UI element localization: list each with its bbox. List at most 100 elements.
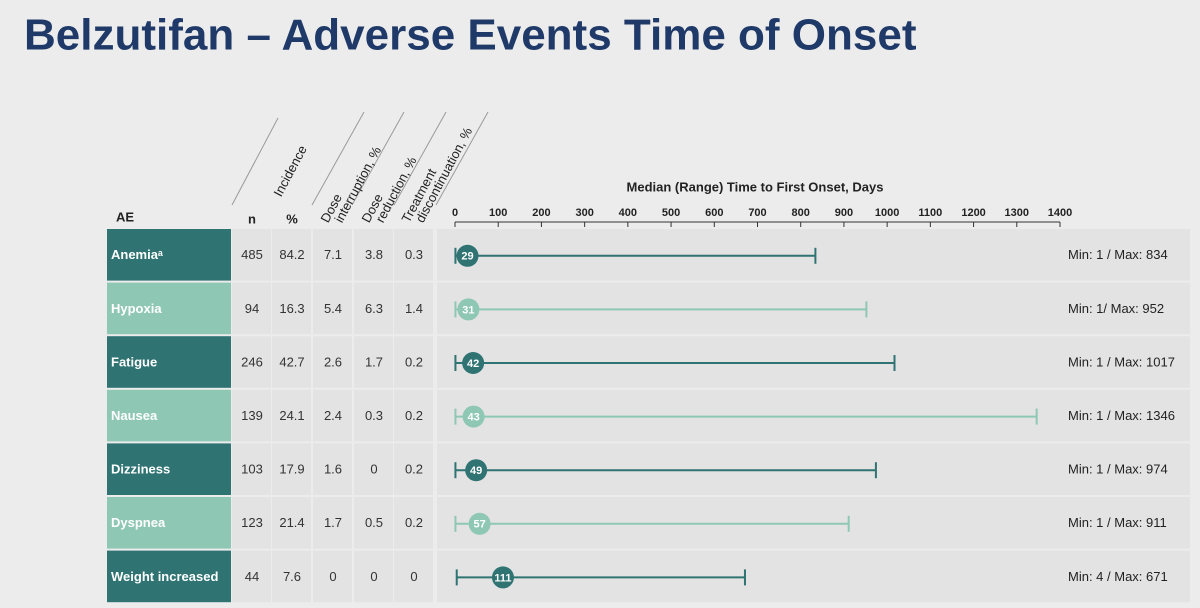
row-label-cell (107, 550, 231, 603)
table-value: 7.6 (283, 569, 301, 584)
table-cell (354, 497, 393, 549)
table-cell (394, 497, 433, 549)
median-label: 57 (474, 519, 486, 531)
table-cell (313, 550, 352, 603)
diagonal (351, 111, 405, 206)
header-diagonals (231, 111, 489, 206)
table-value: 0.3 (365, 408, 383, 423)
range-label: Min: 1 / Max: 1346 (1068, 408, 1175, 423)
table-value: 246 (241, 354, 263, 369)
chart-row (437, 550, 1190, 603)
table-cell (354, 336, 393, 388)
x-tick-label: 600 (705, 207, 723, 219)
x-tick-label: 1400 (1048, 207, 1072, 219)
table-cell (232, 550, 271, 603)
table-value: 0.2 (405, 462, 423, 477)
median-marker (491, 566, 514, 589)
table-cell (354, 550, 393, 603)
table-value: 84.2 (279, 247, 304, 262)
table-cell (394, 443, 433, 495)
row-label: Dizziness (111, 462, 170, 477)
x-tick-label: 1200 (961, 207, 985, 219)
table-value: 1.4 (405, 301, 423, 316)
row-label: Dyspnea (111, 515, 166, 530)
row-label: Hypoxia (111, 301, 162, 316)
x-tick-label: 1000 (875, 207, 899, 219)
table-value: 16.3 (279, 301, 304, 316)
column-header: n (248, 211, 256, 226)
x-tick-label: 800 (792, 207, 810, 219)
x-tick-label: 1300 (1005, 207, 1029, 219)
median-label: 29 (461, 251, 473, 263)
table-cell (232, 497, 271, 549)
median-label: 111 (494, 572, 511, 584)
table-cell (394, 389, 433, 442)
table-cell (272, 497, 311, 549)
table-value: 485 (241, 247, 263, 262)
axis-title: Median (Range) Time to First Onset, Days (627, 179, 884, 194)
table-value: 0.2 (405, 354, 423, 369)
median-marker (462, 405, 485, 428)
table-cell (354, 282, 393, 335)
table-value: 1.7 (365, 354, 383, 369)
chart-row (437, 389, 1190, 442)
table-cell (272, 282, 311, 335)
table-value: 123 (241, 515, 263, 530)
median-marker (457, 298, 480, 321)
range-label: Min: 1 / Max: 834 (1068, 247, 1168, 262)
range-label: Min: 1 / Max: 911 (1068, 515, 1167, 530)
median-marker (462, 352, 485, 374)
table-cell (394, 229, 433, 281)
slide-title: Belzutifan – Adverse Events Time of Onse… (24, 11, 917, 60)
table-value: 2.6 (324, 354, 342, 369)
table-value: 0 (370, 569, 377, 584)
median-label: 42 (467, 358, 479, 370)
table-value: 44 (245, 569, 259, 584)
table-cell (232, 336, 271, 388)
table-cell (394, 336, 433, 388)
x-tick-label: 0 (452, 207, 458, 219)
table-value: 0.2 (405, 408, 423, 423)
table-value: 2.4 (324, 408, 342, 423)
x-tick-label: 200 (532, 207, 550, 219)
table-cell (394, 282, 433, 335)
table-cell (313, 389, 352, 442)
table-cell (313, 229, 352, 281)
table-value: 0.2 (405, 515, 423, 530)
table-value: 5.4 (324, 301, 342, 316)
table-value: 94 (245, 301, 259, 316)
table-cell (272, 550, 311, 603)
table-cell (272, 389, 311, 442)
range-label: Min: 1 / Max: 974 (1068, 462, 1168, 477)
table-cell (272, 336, 311, 388)
table-value: 7.1 (324, 247, 342, 262)
range-label: Min: 1 / Max: 1017 (1068, 354, 1175, 369)
row-label: Nausea (111, 408, 158, 423)
diagonal (231, 117, 279, 206)
column-header: % (286, 211, 298, 226)
x-tick-label: 900 (835, 207, 853, 219)
table-value: 0 (329, 569, 336, 584)
table-cell (232, 389, 271, 442)
table-value: 21.4 (279, 515, 304, 530)
table-value: 42.7 (279, 354, 304, 369)
table-value: 24.1 (279, 408, 304, 423)
row-label-cell (107, 336, 231, 388)
table-cell (313, 443, 352, 495)
table-cell (272, 229, 311, 281)
x-tick-label: 500 (662, 207, 680, 219)
table-cell (232, 229, 271, 281)
table-cell (232, 443, 271, 495)
table-cell (313, 282, 352, 335)
table-value: 6.3 (365, 301, 383, 316)
row-label-cell (107, 497, 231, 549)
table-cell (354, 229, 393, 281)
row-label: Fatigue (111, 354, 157, 369)
table-value: 139 (241, 408, 263, 423)
table-cell (354, 389, 393, 442)
median-label: 49 (470, 465, 482, 477)
table-value: 103 (241, 462, 263, 477)
table-cell (394, 550, 433, 603)
row-label-cell (107, 389, 231, 442)
